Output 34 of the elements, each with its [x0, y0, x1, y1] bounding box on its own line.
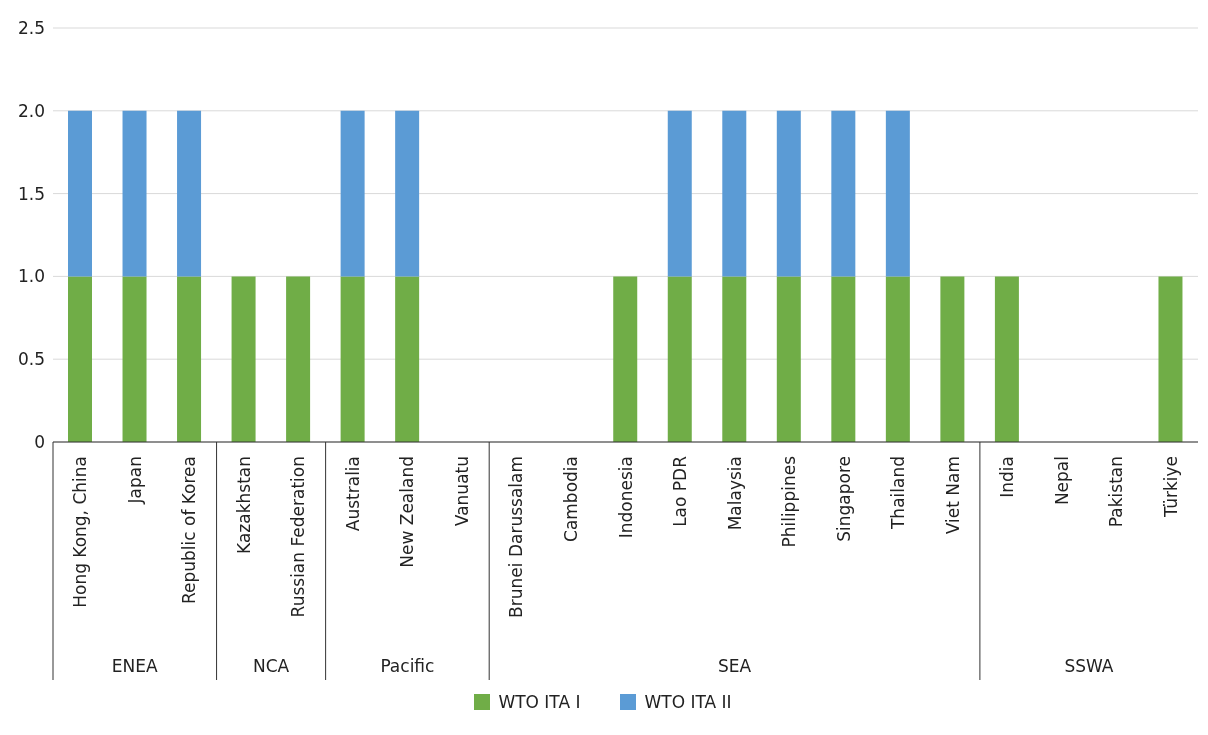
y-tick-label: 0.5 — [17, 349, 45, 370]
y-tick-label: 2.0 — [17, 100, 45, 121]
y-tick-label: 1.0 — [17, 266, 45, 287]
x-tick-label: Hong Kong, China — [70, 456, 91, 608]
y-tick-label: 0 — [34, 432, 45, 453]
x-tick-label: Kazakhstan — [233, 456, 254, 554]
legend-label: WTO ITA II — [643, 692, 732, 712]
legend-label: WTO ITA I — [497, 692, 581, 712]
x-tick-label: Singapore — [833, 456, 854, 542]
x-tick-label: Viet Nam — [942, 456, 963, 535]
text: SSWA — [1064, 656, 1114, 676]
x-tick-label: Indonesia — [615, 456, 636, 539]
text: NCA — [252, 656, 290, 676]
x-tick-label: Nepal — [1051, 456, 1072, 506]
y-tick-label: 2.5 — [17, 18, 45, 39]
x-tick-label: Australia — [342, 456, 363, 532]
x-tick-label: Japan — [124, 456, 145, 505]
x-tick-label: India — [997, 456, 1018, 498]
text: SEA — [717, 656, 752, 676]
x-tick-label: Lao PDR — [670, 455, 691, 527]
y-tick-label: 1.5 — [17, 183, 45, 204]
x-tick-label: Pakistan — [1106, 456, 1127, 528]
x-tick-label: Thailand — [888, 456, 909, 531]
x-tick-label: New Zealand — [397, 456, 418, 568]
x-tick-label: Cambodia — [560, 456, 581, 542]
x-tick-label: Brunei Darussalam — [506, 456, 527, 618]
x-tick-label: Russian Federation — [288, 456, 309, 618]
x-tick-label: Malaysia — [724, 456, 745, 531]
x-tick-label: Republic of Korea — [179, 456, 200, 605]
x-tick-label: Philippines — [779, 455, 800, 548]
x-tick-label: Vanuatu — [451, 456, 472, 527]
text: ENEA — [111, 656, 159, 676]
text: Pacific — [380, 656, 435, 676]
x-tick-label: Türkiye — [1160, 456, 1181, 518]
